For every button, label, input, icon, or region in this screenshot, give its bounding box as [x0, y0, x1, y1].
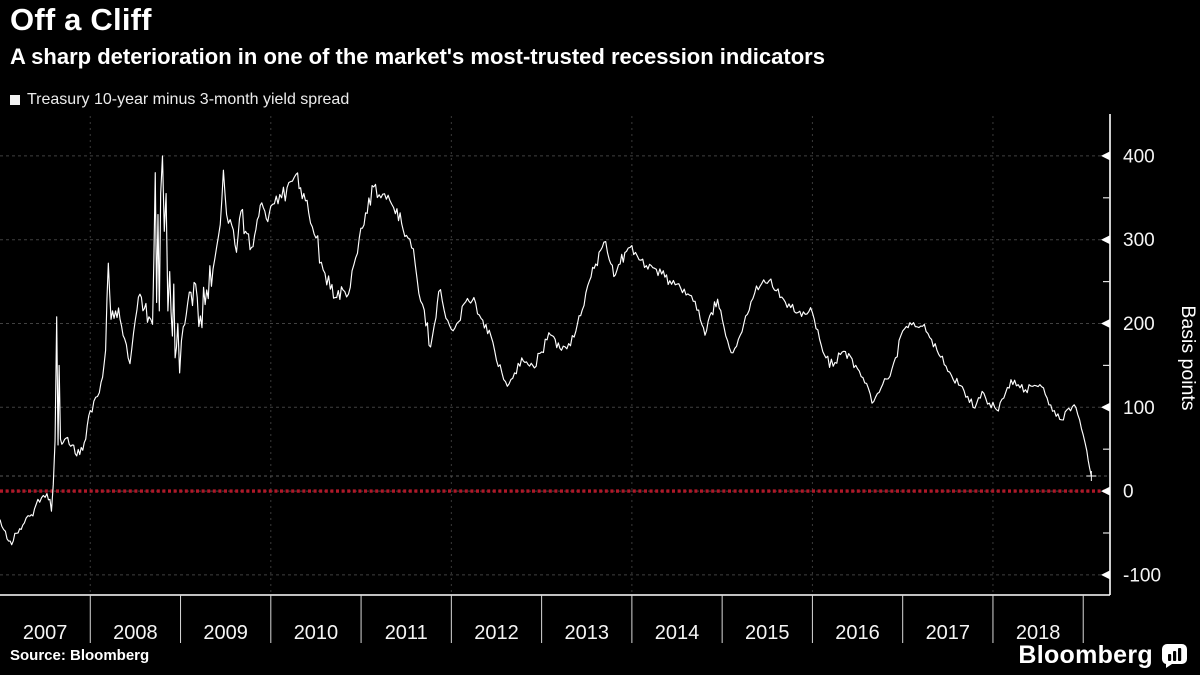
legend: Treasury 10-year minus 3-month yield spr… [10, 91, 349, 109]
last-point-marker [1086, 471, 1097, 482]
vertical-gridlines [89, 116, 994, 595]
y-tick-label: 0 [1123, 482, 1134, 503]
bloomberg-chart-bubble-icon [1161, 644, 1187, 668]
page-subtitle: A sharp deterioration in one of the mark… [10, 44, 825, 69]
x-tick-label: 2007 [23, 622, 68, 644]
x-tick-label: 2011 [385, 622, 428, 644]
y-axis-title-text: Basis points [1177, 305, 1199, 410]
x-tick-label: 2012 [474, 622, 519, 644]
y-tick-label: 100 [1123, 398, 1155, 419]
yield-spread-line [0, 155, 1092, 546]
x-tick-label: 2014 [655, 622, 700, 644]
y-tick-label: 200 [1123, 314, 1155, 335]
y-tick-label: 400 [1123, 146, 1155, 167]
legend-label: Treasury 10-year minus 3-month yield spr… [27, 91, 350, 108]
legend-swatch-icon [10, 95, 20, 105]
series-treasury-spread [0, 155, 1092, 546]
x-tick-label: 2008 [113, 622, 158, 644]
x-tick-label: 2016 [835, 622, 880, 644]
x-tick-label: 2015 [745, 622, 790, 644]
spread-chart: 2007 2008 2009 2010 2011 2012 2013 2014 2015 2016… [0, 114, 1199, 644]
page-title: Off a Cliff [10, 2, 152, 37]
x-tick-label: 2010 [294, 622, 339, 644]
chart-area: 2007 2008 2009 2010 2011 2012 2013 2014 2015 2016… [0, 112, 1200, 675]
x-tick-label: 2009 [203, 622, 248, 644]
x-tick-label: 2017 [926, 622, 971, 644]
y-axis: 400 300 200 100 0 -100 [1101, 114, 1161, 595]
y-tick-label: 300 [1123, 230, 1155, 251]
bloomberg-logotype: Bloomberg [1018, 641, 1153, 669]
x-tick-label: 2018 [1016, 622, 1061, 644]
source-credit: Source: Bloomberg [10, 647, 150, 664]
x-axis: 2007 2008 2009 2010 2011 2012 2013 2014 2015 2016… [0, 594, 1110, 644]
bloomberg-brand: Bloomberg [1018, 641, 1188, 670]
y-tick-label: -100 [1123, 565, 1161, 586]
y-axis-title: Basis points [1177, 305, 1199, 410]
x-tick-label: 2013 [564, 622, 609, 644]
